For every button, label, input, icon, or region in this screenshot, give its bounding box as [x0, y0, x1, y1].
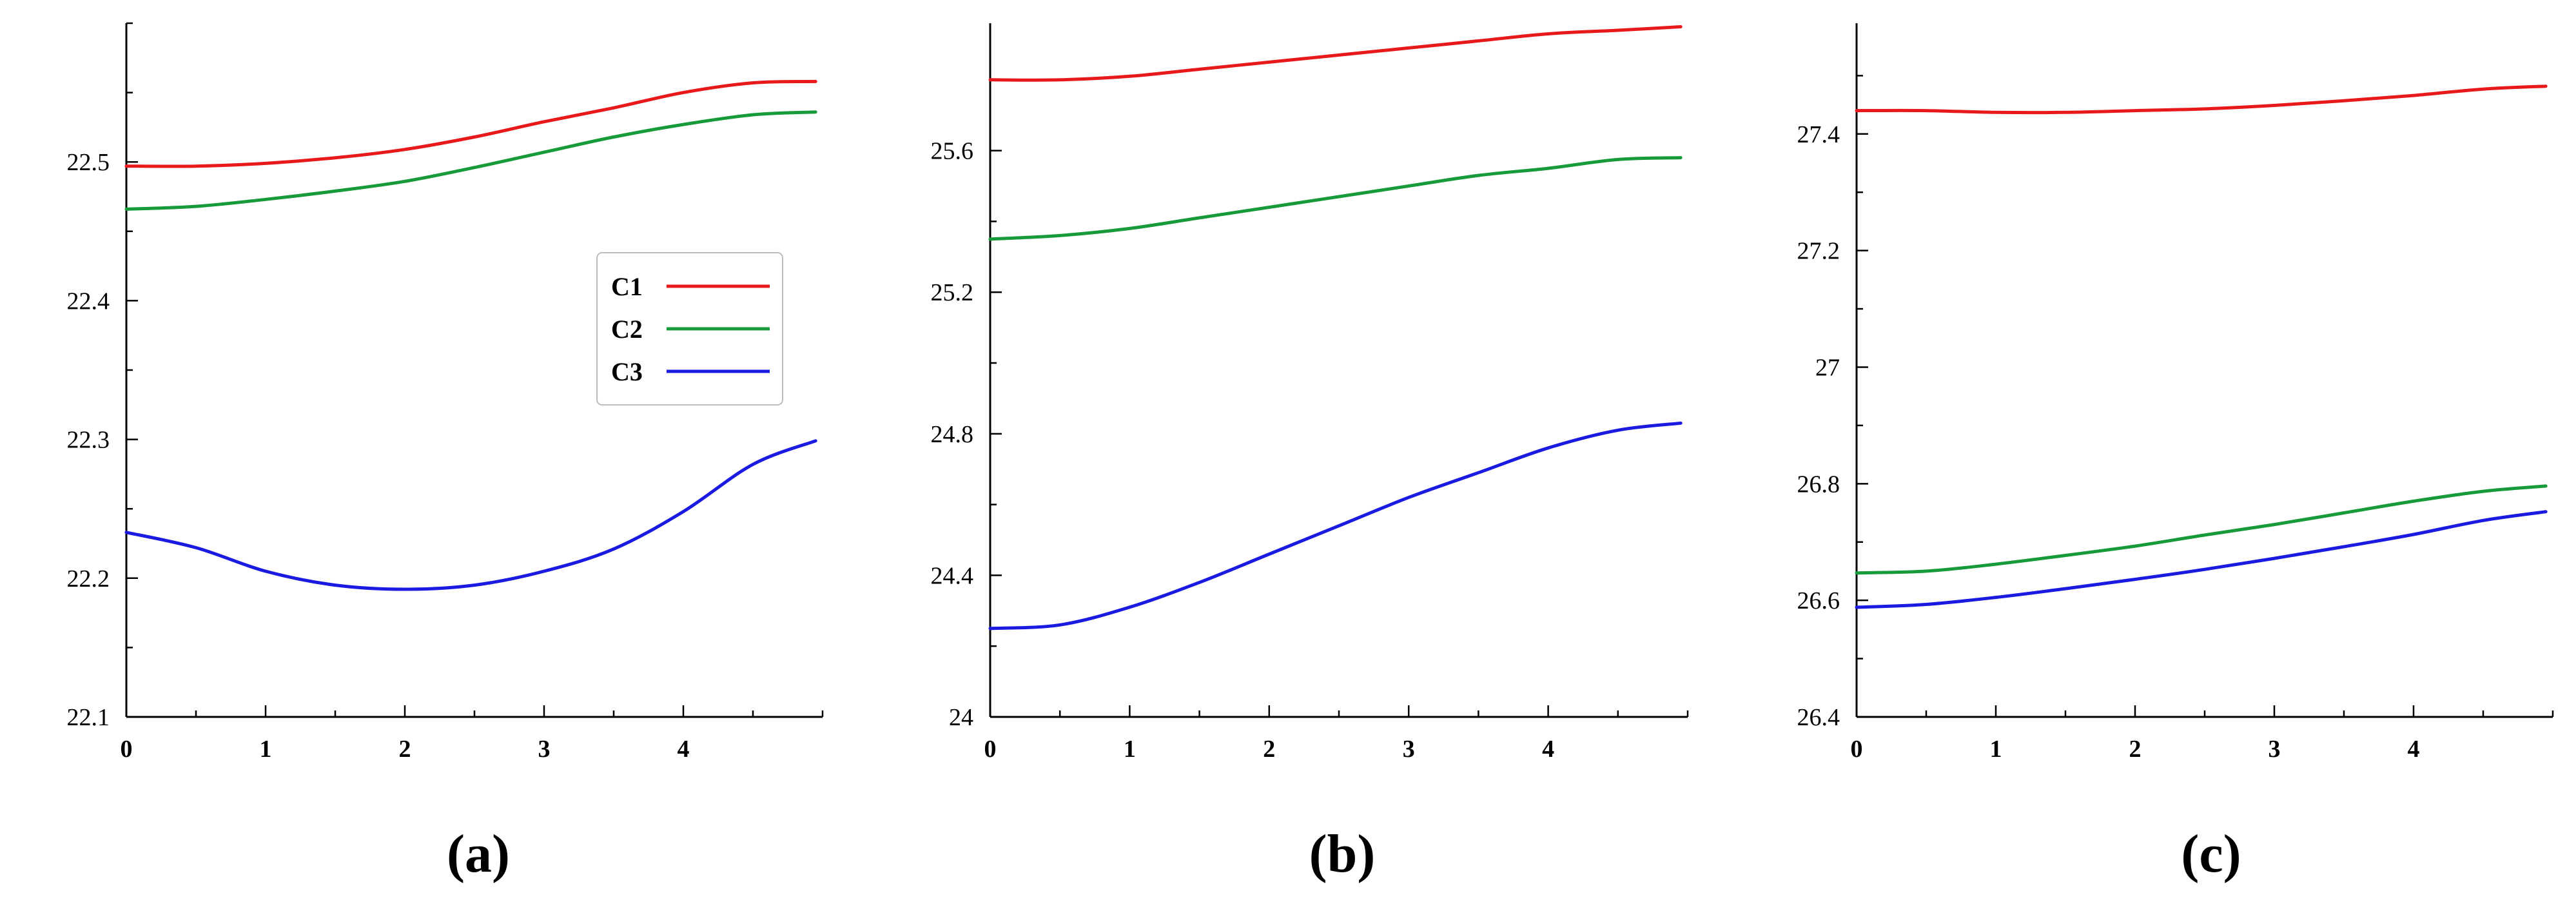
x-tick-label: 4 [1542, 736, 1554, 763]
y-tick-label: 22.5 [67, 149, 110, 176]
y-tick-label: 25.6 [931, 138, 974, 165]
y-tick-label: 27.2 [1797, 238, 1840, 265]
y-tick-label: 26.6 [1797, 587, 1840, 614]
series-line-c3 [124, 439, 817, 591]
x-tick-label: 4 [2408, 736, 2420, 763]
panel-label: (b) [1309, 824, 1376, 884]
chart-panel-3: 26.4 26.6 26.8 27 27.2 27.4 0 1 2 3 4 (c) [1797, 23, 2554, 884]
series-line-c1 [988, 25, 1683, 82]
x-tick-label: 0 [984, 736, 997, 763]
x-tick-label: 0 [1851, 736, 1863, 763]
series-line-c2 [124, 110, 817, 211]
y-tick-label: 22.1 [67, 704, 110, 731]
x-tick-label: 2 [399, 736, 411, 763]
y-tick-label: 27 [1815, 354, 1840, 381]
y-tick-label: 25.2 [931, 279, 974, 306]
x-tick-label: 1 [1124, 736, 1136, 763]
x-tick-label: 2 [1263, 736, 1275, 763]
x-tick-label: 0 [121, 736, 133, 763]
series-line-c2 [988, 156, 1683, 241]
y-tick-label: 26.4 [1797, 704, 1840, 731]
series-line-c1 [1855, 84, 2548, 115]
chart-panel-2: 24 24.4 24.8 25.2 25.6 0 1 2 3 4 (b) [931, 23, 1689, 884]
y-tick-label: 22.3 [67, 427, 110, 454]
y-tick-label: 22.4 [67, 288, 110, 315]
y-tick-label: 24.8 [931, 421, 974, 448]
x-tick-label: 4 [678, 736, 690, 763]
x-tick-label: 3 [2269, 736, 2281, 763]
legend-label: C3 [611, 357, 643, 386]
y-tick-label: 24 [949, 704, 973, 731]
x-tick-label: 3 [1403, 736, 1415, 763]
legend-label: C1 [611, 272, 643, 301]
y-tick-label: 27.4 [1797, 121, 1840, 148]
chart-panel-1: 22.1 22.2 22.3 22.4 22.5 0 1 2 3 4 (a) C1 C2 C3 [67, 22, 824, 884]
series-line-c3 [1855, 510, 2548, 609]
legend-label: C2 [611, 315, 643, 344]
series-line-c1 [124, 79, 817, 168]
y-tick-label: 22.2 [67, 565, 110, 592]
x-tick-label: 1 [260, 736, 272, 763]
x-tick-label: 3 [538, 736, 551, 763]
y-tick-label: 24.4 [931, 562, 974, 589]
panel-label: (c) [2181, 824, 2241, 884]
series-line-c2 [1855, 484, 2548, 575]
panel-label: (a) [447, 824, 510, 884]
legend: C1 C2 C3 [596, 252, 783, 406]
x-tick-label: 2 [2129, 736, 2142, 763]
series-line-c3 [988, 421, 1683, 631]
x-tick-label: 1 [1990, 736, 2002, 763]
y-tick-label: 26.8 [1797, 471, 1840, 498]
